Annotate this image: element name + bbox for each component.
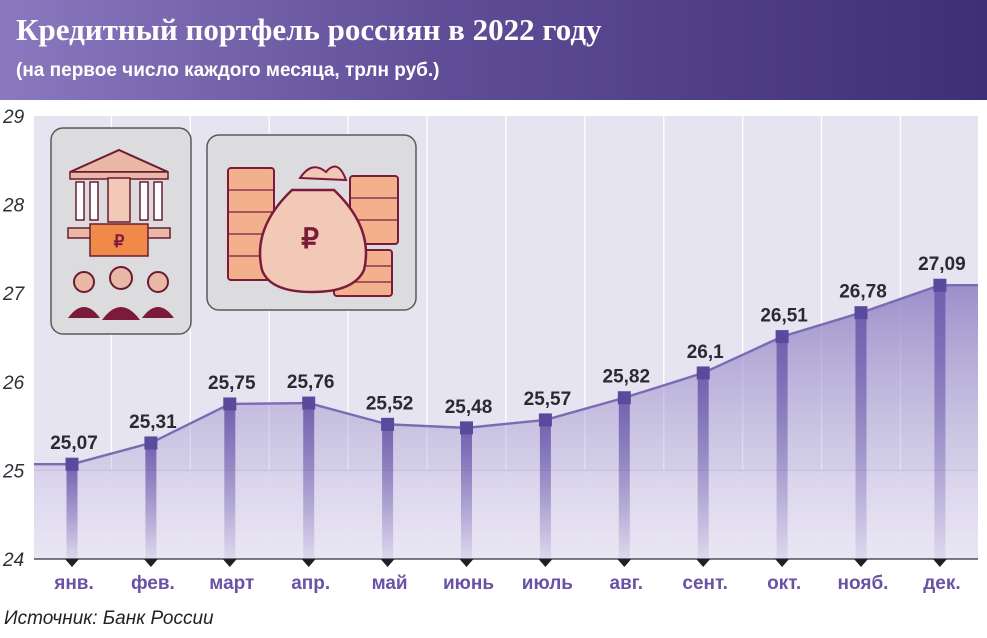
value-stem [776,336,788,559]
data-point [854,306,868,320]
chart-header: Кредитный портфель россиян в 2022 году (… [0,0,987,100]
x-axis: янв. фев. март апр. май июнь июль авг. сент. окт.… [34,558,978,594]
x-category-label: июнь [443,573,494,594]
x-tick-mark [301,559,316,567]
money-bag-panel: ₽ [206,134,417,311]
y-axis-ticks: 24 25 26 27 28 29 [2,107,26,571]
series-area [34,285,978,559]
x-tick-mark [65,559,79,567]
value-stem [303,403,315,559]
x-tick-mark [222,559,237,567]
x-category-label: нояб. [838,573,889,594]
data-point [381,417,395,431]
chart-title: Кредитный портфель россиян в 2022 году [16,12,602,47]
series-markers [65,278,947,471]
y-tick-label: 26 [2,373,25,394]
data-point [933,278,947,292]
y-tick-label: 27 [2,284,26,305]
x-category-label: май [372,573,408,594]
data-point [65,457,79,471]
svg-text:₽: ₽ [301,223,319,254]
data-label: 25,75 [208,373,256,394]
data-point [775,330,789,344]
value-stem [855,312,867,559]
data-label: 26,51 [760,306,808,327]
value-stems [66,285,946,559]
x-tick-mark [538,559,553,567]
x-tick-mark [459,559,474,567]
x-tick-mark [380,559,395,567]
data-point [144,436,158,450]
data-label: 25,57 [524,389,572,410]
data-labels: 25,07 25,31 25,75 25,76 25,52 25,48 25,57 25,82… [50,254,965,454]
data-point [538,413,552,427]
x-category-label: фев. [131,573,175,594]
credit-portfolio-chart: 25,07 25,31 25,75 25,76 25,52 25,48 25,57 25,82… [2,107,980,594]
value-stem [697,372,709,559]
chart-subtitle: (на первое число каждого месяца, трлн ру… [16,60,440,81]
value-stem [461,427,472,559]
data-point [460,421,473,435]
data-point [617,391,631,405]
y-tick-label: 24 [2,550,24,571]
x-category-label: авг. [610,573,644,594]
x-tick-mark [143,559,158,567]
data-label: 25,31 [129,412,177,433]
value-stem [618,397,630,559]
x-tick-mark [617,559,632,567]
x-category-label: янв. [53,573,94,594]
x-category-label: окт. [767,573,801,594]
data-label: 25,52 [366,393,414,414]
area-fill [34,285,978,559]
data-point [696,366,710,380]
y-tick-label: 28 [2,196,25,217]
x-tick-mark [696,559,711,567]
x-category-label: апр. [291,573,330,594]
series-line [34,284,978,466]
data-label: 25,07 [50,433,98,454]
source-note: Источник: Банк России [4,608,214,629]
x-tick-mark [932,559,947,567]
x-tick-mark [775,559,790,567]
y-tick-label: 29 [2,107,25,128]
hand-with-ruble-banknote-icon: ₽ [89,177,149,257]
data-label: 25,76 [287,372,335,393]
bank-panel: ₽ [50,127,192,335]
ruble-money-bag-icon: ₽ [258,165,368,294]
svg-text:₽: ₽ [114,232,125,251]
x-tick-mark [854,559,868,567]
value-stem [224,403,236,559]
value-stem [145,442,157,559]
people-group-icon [68,266,174,320]
x-category-label: сент. [682,573,728,594]
value-stem [66,464,78,559]
value-stem [539,419,551,559]
x-category-label: март [209,573,254,594]
y-tick-label: 25 [2,461,25,482]
data-label: 25,48 [445,397,493,418]
data-point [223,397,237,411]
value-stem [382,424,394,559]
x-category-label: дек. [923,573,960,594]
data-label: 26,1 [687,342,724,363]
series-line-path [34,284,978,466]
data-point [302,396,316,410]
data-label: 26,78 [839,282,887,303]
data-label: 27,09 [918,254,966,275]
data-label: 25,82 [603,367,651,388]
value-stem [934,285,946,559]
x-category-label: июль [522,573,573,594]
